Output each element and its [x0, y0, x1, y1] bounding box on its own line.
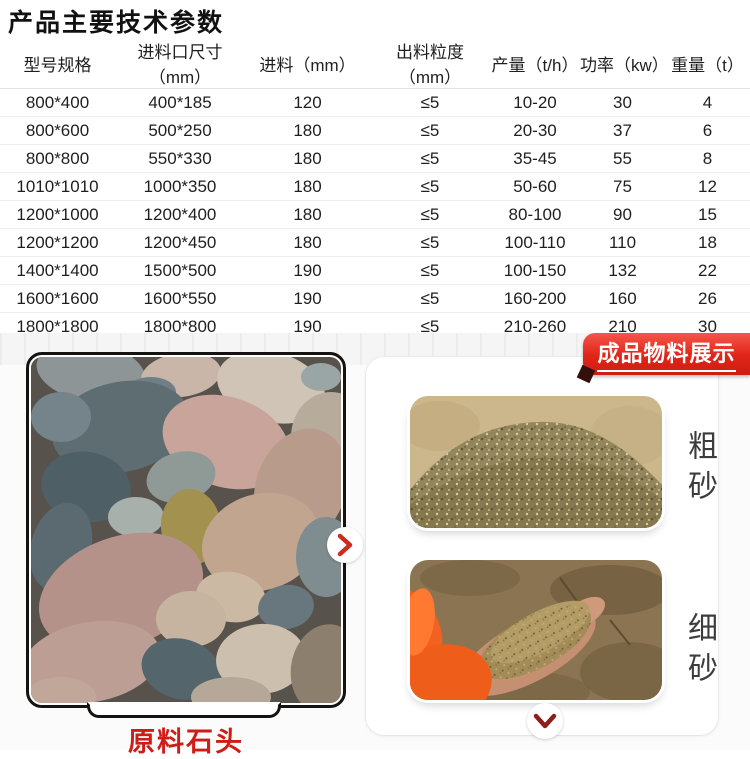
table-cell: 12 [665, 172, 750, 201]
raw-stone-photo [31, 357, 341, 703]
table-cell: ≤5 [370, 88, 490, 117]
table-cell: ≤5 [370, 228, 490, 257]
table-cell: 800*600 [0, 116, 115, 145]
table-row: 1200*1000 1200*400 180 ≤5 80-100 90 15 [0, 200, 750, 229]
table-cell: ≤5 [420, 316, 440, 336]
table-cell: 30 [698, 316, 717, 336]
col-header-power: 功率（kw） [580, 38, 669, 89]
table-cell: 1000*350 [115, 172, 245, 201]
stone-card-bottom-tab [87, 702, 281, 718]
table-cell: 132 [580, 256, 665, 285]
table-cell: ≤5 [370, 256, 490, 285]
table-cell: 4 [665, 88, 750, 117]
table-row: 1800*1800 1800*800 190 ≤5 210-260 210 30 [0, 313, 750, 341]
table-cell: ≤5 [370, 116, 490, 145]
table-cell: 180 [245, 172, 370, 201]
table-cell: 26 [665, 284, 750, 313]
table-cell: 500*250 [115, 116, 245, 145]
table-cell: 550*330 [115, 144, 245, 173]
table-cell: 110 [580, 228, 665, 257]
table-cell: 22 [665, 256, 750, 285]
table-row: 800*800 550*330 180 ≤5 35-45 55 8 [0, 144, 750, 173]
table-cell: 15 [665, 200, 750, 229]
table-cell: 100-110 [490, 228, 580, 257]
table-cell: ≤5 [370, 144, 490, 173]
banner-label: 成品物料展示 [597, 336, 736, 372]
col-header-capacity: 产量（t/h） [490, 38, 580, 89]
table-cell: 1800*1800 [16, 316, 99, 336]
table-cell: 1600*1600 [0, 284, 115, 313]
next-button[interactable] [327, 527, 363, 563]
table-cell: 210-260 [503, 316, 567, 336]
table-cell: 120 [245, 88, 370, 117]
table-cell: 50-60 [490, 172, 580, 201]
table-cell: 8 [665, 144, 750, 173]
col-header-feed-opening: 进料口尺寸（mm） [115, 38, 245, 89]
spec-table: 型号规格 进料口尺寸（mm） 进料（mm） 出料粒度（mm） 产量（t/h） 功… [0, 38, 750, 340]
table-cell: ≤5 [370, 200, 490, 229]
table-cell: 190 [245, 256, 370, 285]
table-cell: 180 [245, 116, 370, 145]
fine-sand-photo [410, 560, 662, 700]
table-cell: 20-30 [490, 116, 580, 145]
table-cell: 75 [580, 172, 665, 201]
table-row: 1400*1400 1500*500 190 ≤5 100-150 132 22 [0, 256, 750, 285]
raw-stone-photo-card [26, 352, 346, 718]
table-cell: 1200*1200 [0, 228, 115, 257]
spec-table-header: 型号规格 进料口尺寸（mm） 进料（mm） 出料粒度（mm） 产量（t/h） 功… [0, 38, 750, 89]
more-button[interactable] [527, 703, 563, 739]
table-cell: ≤5 [370, 284, 490, 313]
table-row: 1010*1010 1000*350 180 ≤5 50-60 75 12 [0, 172, 750, 201]
table-row: 800*600 500*250 180 ≤5 20-30 37 6 [0, 116, 750, 145]
table-cell: 90 [580, 200, 665, 229]
table-cell: 1800*800 [143, 316, 217, 336]
col-header-feed-size: 进料（mm） [245, 38, 370, 89]
table-cell: 1400*1400 [0, 256, 115, 285]
table-cell: 100-150 [490, 256, 580, 285]
table-cell: 180 [245, 228, 370, 257]
page-title: 产品主要技术参数 [8, 9, 225, 37]
table-cell: 1200*1000 [0, 200, 115, 229]
table-cell: 190 [245, 284, 370, 313]
table-cell: 6 [665, 116, 750, 145]
table-cell: 160-200 [490, 284, 580, 313]
table-cell: 30 [580, 88, 665, 117]
table-cell: 160 [580, 284, 665, 313]
table-cell: 80-100 [490, 200, 580, 229]
table-cell: 1600*550 [115, 284, 245, 313]
col-header-weight: 重量（t） [665, 38, 750, 89]
fine-sand-label: 细砂 [683, 612, 716, 692]
table-cell: 1010*1010 [0, 172, 115, 201]
chevron-down-icon [533, 713, 557, 729]
col-header-output-size: 出料粒度（mm） [370, 38, 490, 89]
coarse-sand-photo-card [410, 396, 662, 528]
table-cell: 180 [245, 200, 370, 229]
coarse-sand-label: 粗砂 [683, 430, 716, 510]
table-cell: 37 [580, 116, 665, 145]
finished-material-banner: 成品物料展示 [583, 333, 750, 375]
table-row: 800*400 400*185 120 ≤5 10-20 30 4 [0, 88, 750, 117]
table-cell: 800*800 [0, 144, 115, 173]
table-row: 1600*1600 1600*550 190 ≤5 160-200 160 26 [0, 284, 750, 313]
table-cell: ≤5 [370, 172, 490, 201]
table-cell: 1500*500 [115, 256, 245, 285]
raw-material-label: 原料石头 [128, 727, 244, 757]
table-cell: 35-45 [490, 144, 580, 173]
coarse-sand-photo [410, 396, 662, 528]
table-cell: 10-20 [490, 88, 580, 117]
material-showcase-section: 成品物料展示 [0, 333, 750, 757]
table-cell: 1200*400 [115, 200, 245, 229]
table-cell: 210 [608, 316, 637, 336]
table-cell: 18 [665, 228, 750, 257]
table-cell: 400*185 [115, 88, 245, 117]
table-row: 1200*1200 1200*450 180 ≤5 100-110 110 18 [0, 228, 750, 257]
table-cell: 190 [293, 316, 322, 336]
chevron-right-icon [337, 533, 353, 557]
table-cell: 800*400 [0, 88, 115, 117]
table-cell: 55 [580, 144, 665, 173]
table-cell: 1200*450 [115, 228, 245, 257]
col-header-model: 型号规格 [0, 38, 115, 89]
table-cell: 180 [245, 144, 370, 173]
fine-sand-photo-card [410, 560, 662, 700]
